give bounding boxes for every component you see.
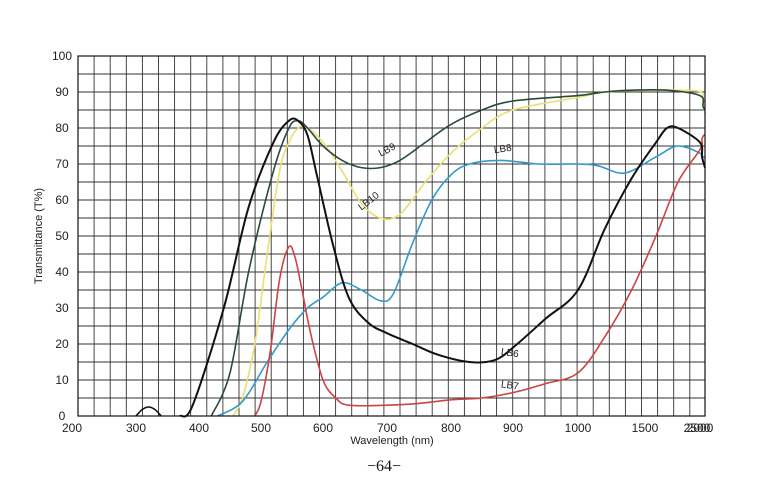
series-line-lb9 xyxy=(210,88,706,417)
series-lines xyxy=(135,88,706,418)
x-tick-label: 1500 xyxy=(632,421,659,435)
y-tick-label: 20 xyxy=(55,337,69,351)
chart-svg: 0 10 20 30 40 50 60 70 80 90 100 200 300 400 500 600 70… xyxy=(33,49,714,447)
series-line-lb7 xyxy=(254,134,706,417)
x-axis-label: Wavelength (nm) xyxy=(350,435,433,447)
series-line-lb6 xyxy=(179,117,706,418)
x-tick-label: 500 xyxy=(251,421,271,435)
y-tick-label: 30 xyxy=(55,301,69,315)
y-tick-label: 10 xyxy=(55,373,69,387)
series-label-lb8: LB8 xyxy=(493,143,513,156)
x-tick-label: 900 xyxy=(503,421,523,435)
y-tick-label: 40 xyxy=(55,265,69,279)
y-tick-label: 50 xyxy=(55,229,69,243)
x-tick-label: 600 xyxy=(313,421,333,435)
y-tick-label: 80 xyxy=(55,121,69,135)
y-tick-label: 100 xyxy=(52,49,72,63)
x-tick-label: 700 xyxy=(377,421,397,435)
plot-frame xyxy=(77,55,706,417)
series-label-lb7: LB7 xyxy=(500,379,520,392)
x-tick-label: 800 xyxy=(441,421,461,435)
grid xyxy=(78,56,705,416)
x-tick-label: 1000 xyxy=(565,421,592,435)
y-axis-label: Transmittance (T%) xyxy=(33,188,45,284)
x-tick-label: 2000 xyxy=(687,421,714,435)
y-tick-label: 90 xyxy=(55,85,69,99)
y-tick-label: 0 xyxy=(59,409,66,423)
page-number: −64− xyxy=(366,458,402,475)
x-tick-label: 300 xyxy=(126,421,146,435)
series-line-lb6-uv-hump xyxy=(135,406,162,417)
x-tick-label: 400 xyxy=(189,421,209,435)
x-tick-label: 2500 xyxy=(684,421,711,435)
y-tick-label: 60 xyxy=(55,193,69,207)
series-label-lb6: LB6 xyxy=(500,347,520,360)
x-tick-label: 200 xyxy=(62,421,82,435)
y-tick-labels: 0 10 20 30 40 50 60 70 80 90 100 xyxy=(52,49,72,423)
y-tick-label: 70 xyxy=(55,157,69,171)
